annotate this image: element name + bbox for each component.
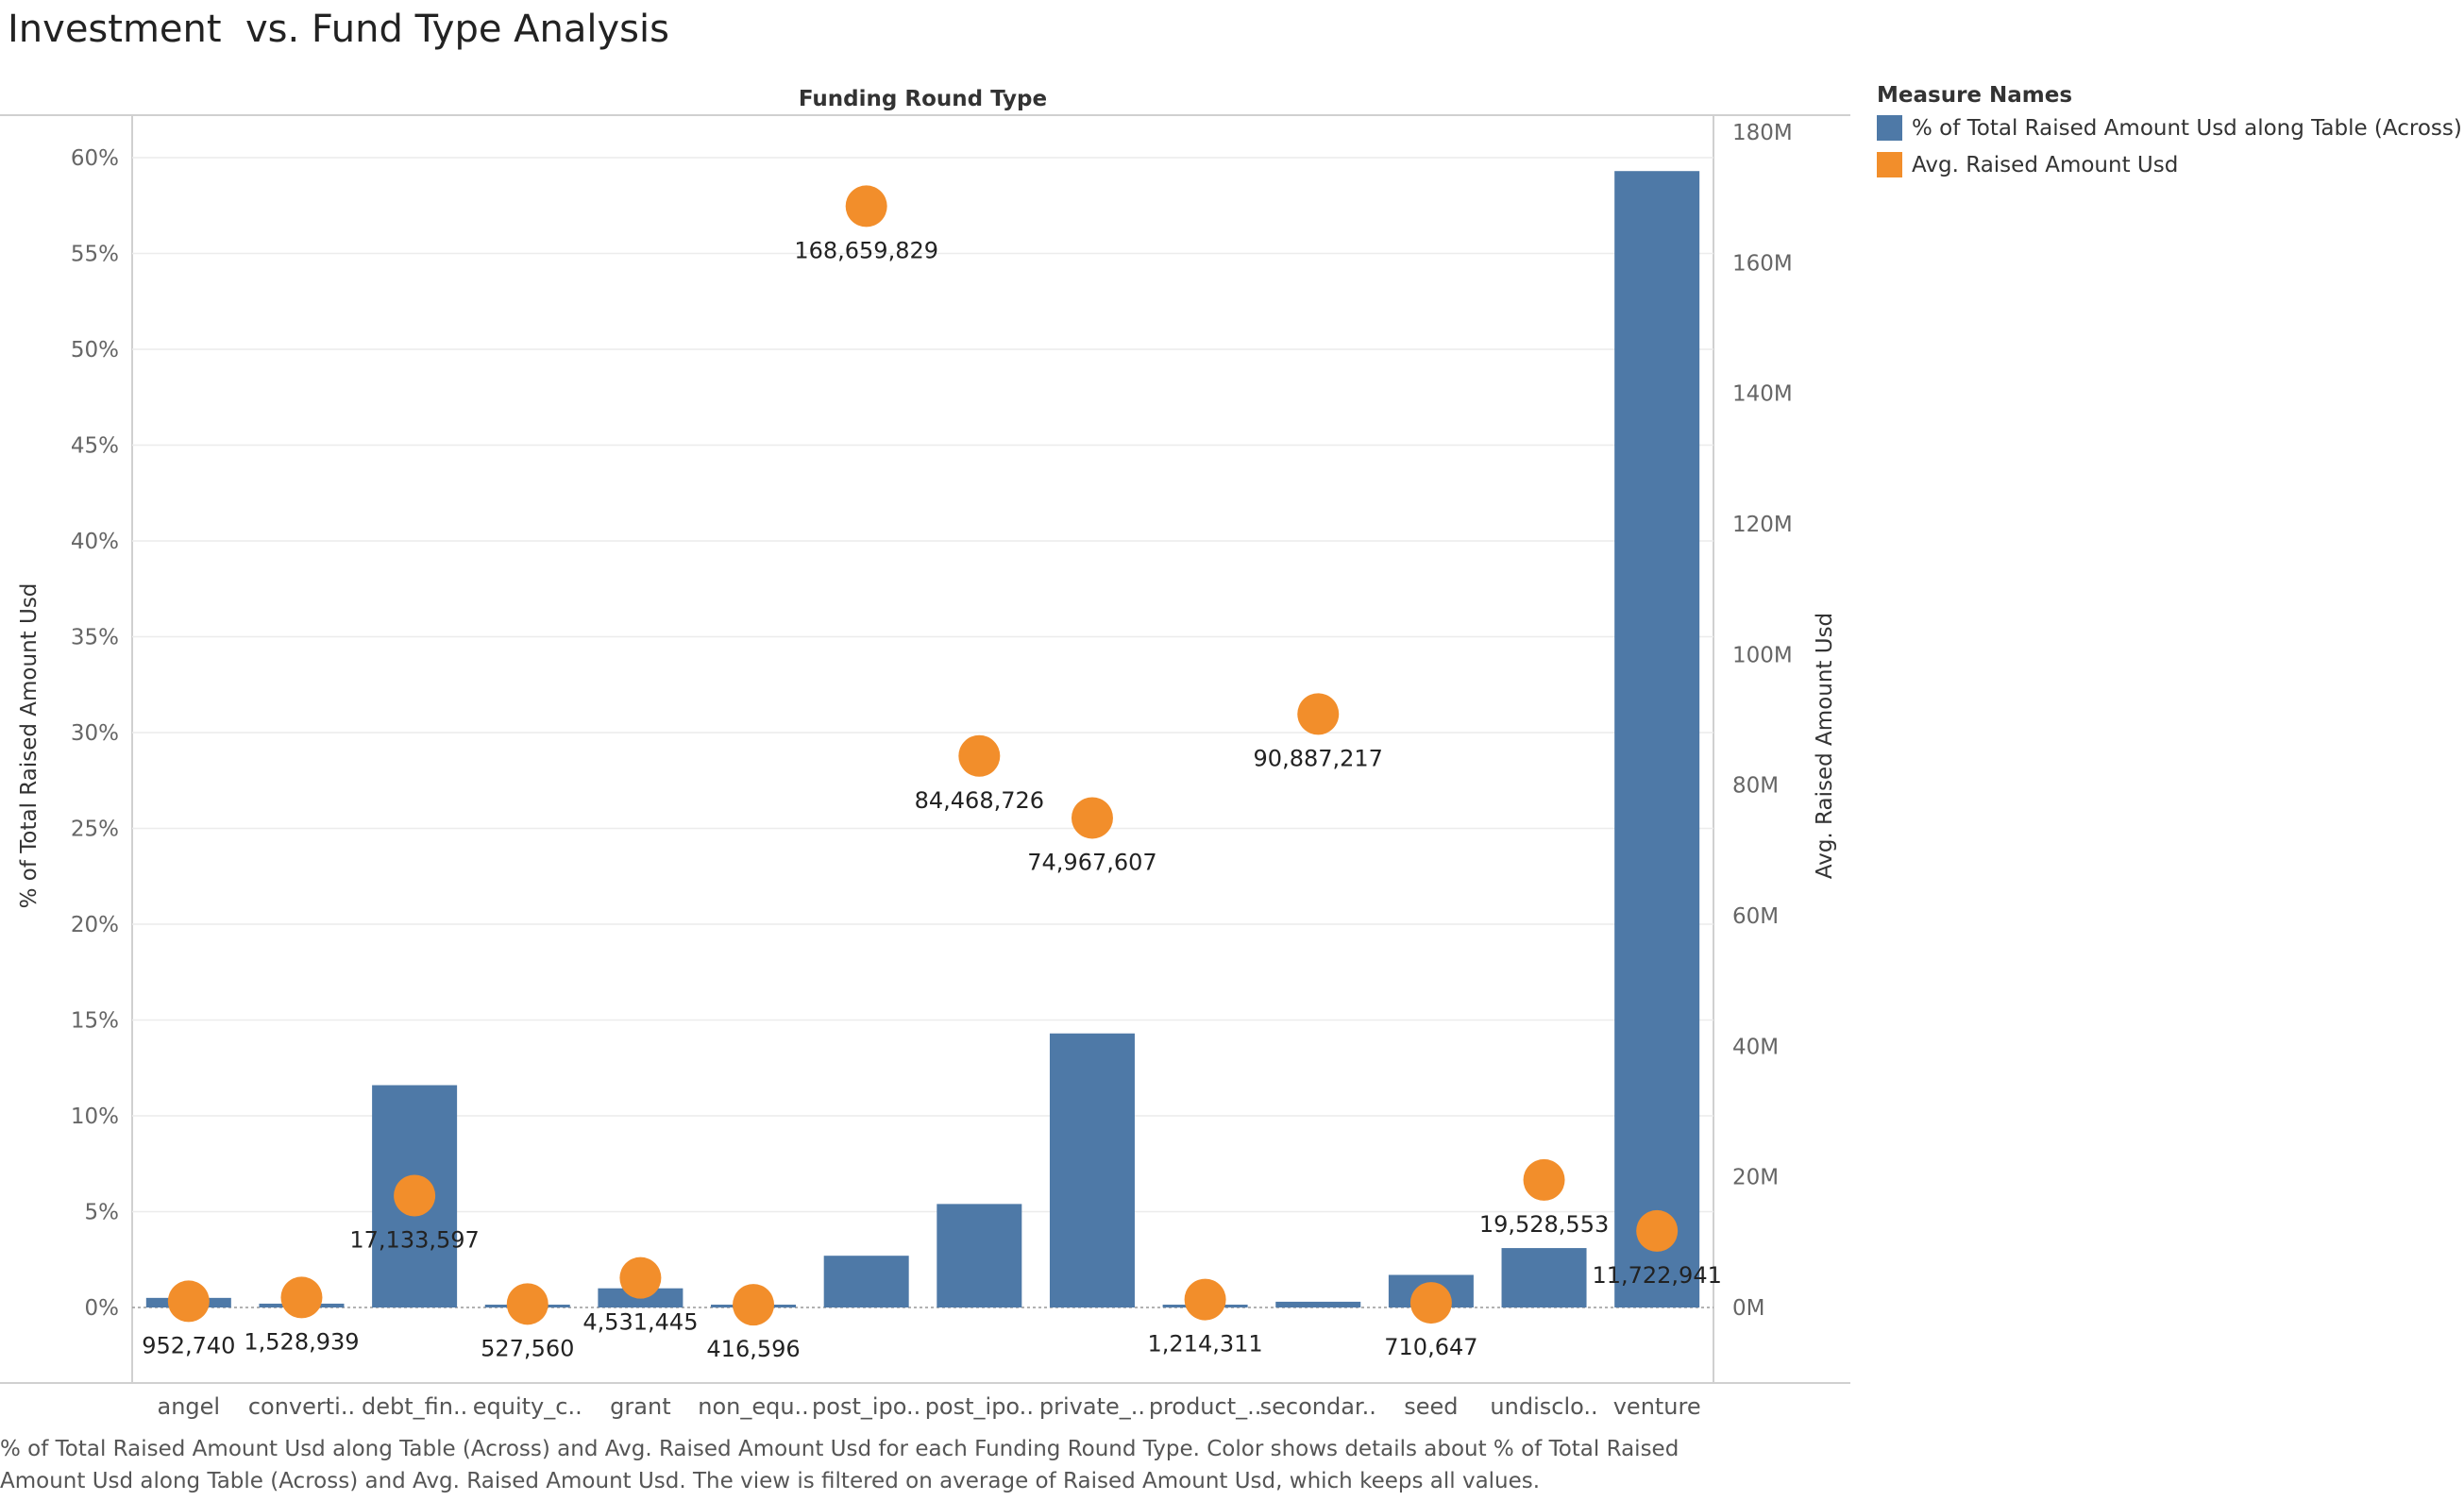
x-tick-label: venture: [1613, 1393, 1701, 1420]
bar: [823, 1256, 909, 1307]
data-label: 84,468,726: [915, 787, 1044, 814]
y2-tick-label: 100M: [1732, 643, 1793, 667]
bar: [1049, 1033, 1135, 1307]
y-tick-label: 45%: [71, 434, 119, 459]
legend-swatch-percent: [1877, 115, 1902, 141]
y2-tick-label: 20M: [1732, 1166, 1779, 1190]
bar: [1501, 1248, 1587, 1307]
y2-axis-title: Avg. Raised Amount Usd: [1813, 613, 1837, 879]
data-label: 1,214,311: [1148, 1331, 1263, 1358]
x-tick-label: private_..: [1039, 1393, 1145, 1420]
y-tick-label: 10%: [71, 1105, 119, 1129]
x-tick-label: non_equ..: [698, 1393, 809, 1420]
y2-tick-label: 180M: [1732, 121, 1793, 145]
point: [280, 1276, 323, 1319]
y-tick-label: 30%: [71, 721, 119, 746]
x-tick-label: post_ipo..: [812, 1393, 920, 1420]
y-tick-label: 35%: [71, 626, 119, 650]
point: [167, 1280, 210, 1323]
data-label: 416,596: [706, 1336, 800, 1362]
legend: Measure Names % of Total Raised Amount U…: [1877, 83, 2462, 189]
bar: [1275, 1301, 1361, 1307]
data-label: 4,531,445: [582, 1309, 698, 1336]
y2-tick-label: 80M: [1732, 774, 1779, 799]
data-label: 1,528,939: [244, 1328, 359, 1355]
x-tick-label: post_ipo..: [925, 1393, 1034, 1420]
y2-tick-label: 120M: [1732, 513, 1793, 537]
legend-label-avg: Avg. Raised Amount Usd: [1912, 152, 2179, 177]
caption: % of Total Raised Amount Usd along Table…: [0, 1437, 1679, 1493]
x-tick-label: equity_c..: [473, 1393, 582, 1420]
data-label: 17,133,597: [349, 1226, 479, 1253]
y-tick-label: 50%: [71, 338, 119, 363]
x-tick-label: seed: [1404, 1393, 1458, 1420]
y-tick-label: 25%: [71, 818, 119, 842]
data-label: 527,560: [481, 1335, 574, 1361]
legend-swatch-avg: [1877, 152, 1902, 177]
legend-item-avg[interactable]: Avg. Raised Amount Usd: [1877, 152, 2462, 177]
x-tick-label: debt_fin..: [362, 1393, 467, 1420]
x-tick-label: converti..: [248, 1393, 355, 1420]
legend-title: Measure Names: [1877, 83, 2073, 108]
data-label: 710,647: [1384, 1334, 1477, 1360]
point: [506, 1283, 548, 1325]
point: [845, 185, 887, 228]
y2-tick-label: 60M: [1732, 904, 1779, 929]
point: [958, 734, 1001, 777]
point: [733, 1284, 775, 1326]
bar: [1614, 171, 1700, 1308]
y-tick-label: 0%: [85, 1296, 120, 1321]
y-tick-label: 15%: [71, 1009, 119, 1034]
x-tick-label: angel: [158, 1393, 221, 1420]
y2-tick-label: 40M: [1732, 1035, 1779, 1059]
y-tick-label: 55%: [71, 243, 119, 267]
x-tick-label: secondar..: [1260, 1393, 1376, 1420]
chart: Funding Round Type 0% 5% 10% 15% 20% 25% 30% 35%…: [0, 87, 1850, 1420]
x-tick-label: undisclo..: [1490, 1393, 1597, 1420]
x-tick-label: grant: [610, 1393, 670, 1420]
y-tick-label: 20%: [71, 913, 119, 937]
point: [1409, 1282, 1452, 1324]
y-tick-label: 40%: [71, 530, 119, 554]
point: [1071, 797, 1113, 839]
x-tick-label: product_..: [1149, 1393, 1262, 1420]
x-axis-title: Funding Round Type: [799, 87, 1047, 111]
point: [1636, 1209, 1679, 1252]
y2-tick-label: 160M: [1732, 251, 1793, 276]
point: [619, 1256, 662, 1299]
data-label: 11,722,941: [1592, 1262, 1721, 1289]
y2-tick-label: 0M: [1732, 1296, 1764, 1321]
y-tick-label: 60%: [71, 146, 119, 171]
legend-item-percent[interactable]: % of Total Raised Amount Usd along Table…: [1877, 115, 2462, 141]
data-label: 19,528,553: [1479, 1211, 1609, 1238]
y-axis-title: % of Total Raised Amount Usd: [17, 583, 42, 909]
point: [1297, 693, 1340, 735]
legend-label-percent: % of Total Raised Amount Usd along Table…: [1912, 115, 2462, 141]
y-tick-label: 5%: [85, 1201, 120, 1225]
chart-title: Investment vs. Fund Type Analysis: [8, 8, 669, 51]
data-label: 952,740: [142, 1332, 235, 1358]
data-label: 168,659,829: [794, 237, 938, 263]
data-label: 90,887,217: [1254, 745, 1383, 771]
point: [1184, 1278, 1226, 1321]
point: [394, 1174, 436, 1217]
bar: [937, 1204, 1022, 1307]
data-label: 74,967,607: [1027, 849, 1156, 875]
y2-tick-label: 140M: [1732, 382, 1793, 407]
point: [1523, 1158, 1565, 1201]
